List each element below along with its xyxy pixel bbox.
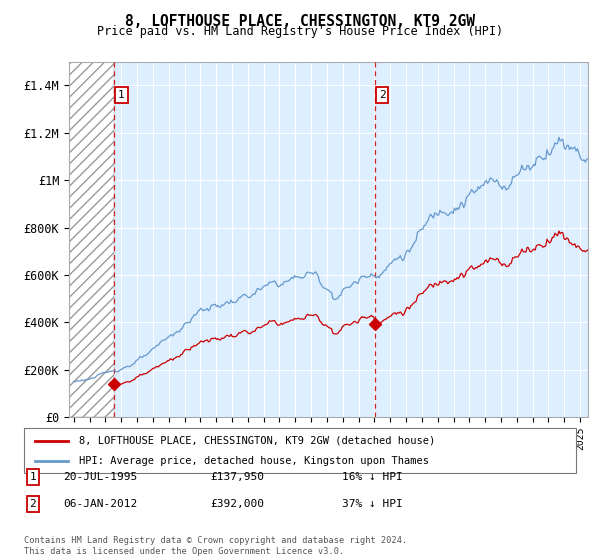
Text: 16% ↓ HPI: 16% ↓ HPI <box>342 472 403 482</box>
Text: £137,950: £137,950 <box>210 472 264 482</box>
FancyBboxPatch shape <box>24 428 576 473</box>
Text: 8, LOFTHOUSE PLACE, CHESSINGTON, KT9 2GW (detached house): 8, LOFTHOUSE PLACE, CHESSINGTON, KT9 2GW… <box>79 436 436 446</box>
Text: Price paid vs. HM Land Registry's House Price Index (HPI): Price paid vs. HM Land Registry's House … <box>97 25 503 38</box>
Text: £392,000: £392,000 <box>210 499 264 509</box>
Text: Contains HM Land Registry data © Crown copyright and database right 2024.
This d: Contains HM Land Registry data © Crown c… <box>24 536 407 556</box>
Text: 37% ↓ HPI: 37% ↓ HPI <box>342 499 403 509</box>
Text: 06-JAN-2012: 06-JAN-2012 <box>63 499 137 509</box>
Text: 2: 2 <box>379 90 385 100</box>
Text: 2: 2 <box>29 499 37 509</box>
Text: 1: 1 <box>29 472 37 482</box>
Text: 20-JUL-1995: 20-JUL-1995 <box>63 472 137 482</box>
Bar <box>69 62 114 417</box>
Text: 1: 1 <box>118 90 125 100</box>
Text: 8, LOFTHOUSE PLACE, CHESSINGTON, KT9 2GW: 8, LOFTHOUSE PLACE, CHESSINGTON, KT9 2GW <box>125 14 475 29</box>
Text: HPI: Average price, detached house, Kingston upon Thames: HPI: Average price, detached house, King… <box>79 456 429 466</box>
